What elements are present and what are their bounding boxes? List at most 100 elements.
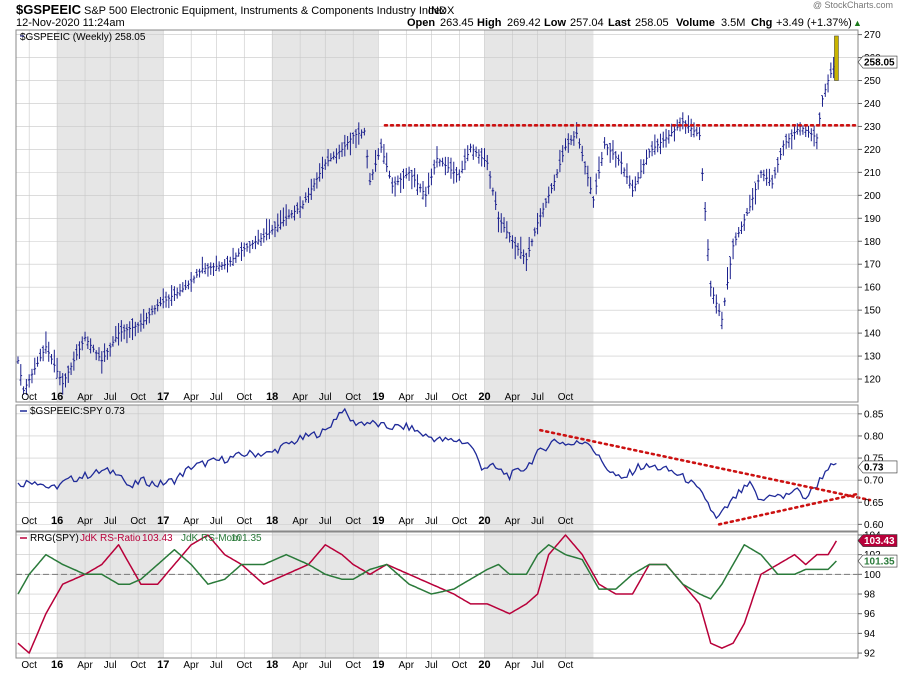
ohlc-bar xyxy=(536,212,539,235)
ohlc-bar xyxy=(620,151,623,175)
ohlc-bar xyxy=(173,286,176,301)
ohlc-bar xyxy=(407,166,411,181)
ohlc-bar xyxy=(128,321,132,338)
ohlc-bar xyxy=(522,249,525,265)
ohlc-bar xyxy=(164,291,168,308)
ohlc-bar xyxy=(178,283,182,297)
ohlc-bar xyxy=(245,242,249,252)
x-tick-label: Oct xyxy=(21,660,37,671)
ohlc-bar xyxy=(120,320,123,342)
ohlc-bar xyxy=(117,323,120,346)
x-tick-label: Jul xyxy=(104,516,117,527)
ohlc-bar xyxy=(770,174,774,189)
x-tick-label: Oct xyxy=(236,516,252,527)
ohlc-bar xyxy=(25,378,28,396)
ohlc-bar xyxy=(416,174,419,196)
x-tick-label: Apr xyxy=(292,516,308,527)
ohlc-bar xyxy=(821,95,824,107)
y-tick-label: 180 xyxy=(864,237,881,248)
x-tick-label: Oct xyxy=(452,660,468,671)
ohlc-bar xyxy=(111,336,115,347)
ohlc-bar xyxy=(703,202,707,221)
ohlc-bar xyxy=(491,187,495,196)
ohlc-bar xyxy=(782,140,785,156)
ohlc-bar xyxy=(61,373,64,395)
ohlc-bar xyxy=(396,175,400,186)
ohlc-bar xyxy=(94,350,98,361)
x-tick-label: Oct xyxy=(130,392,146,403)
ohlc-bar xyxy=(240,242,243,261)
ohlc-bar xyxy=(502,217,506,233)
ohlc-bar xyxy=(349,132,352,156)
stats-row: Open 263.45 High 269.42 Low 257.04 Last … xyxy=(407,17,862,29)
ohlc-bar xyxy=(661,131,665,148)
ohlc-bar xyxy=(131,318,134,341)
ohlc-bar xyxy=(388,170,391,179)
x-tick-label: Oct xyxy=(452,392,468,403)
x-tick-label: 18 xyxy=(266,659,278,671)
x-tick-label: Oct xyxy=(345,660,361,671)
ohlc-bar xyxy=(497,211,500,233)
ohlc-bar xyxy=(701,168,704,182)
x-tick-label: Jul xyxy=(319,660,332,671)
ohlc-bar xyxy=(712,287,715,304)
ohlc-bar xyxy=(729,256,732,280)
ohlc-bar xyxy=(748,194,752,214)
ohlc-bar xyxy=(829,62,833,78)
ohlc-bar xyxy=(639,159,643,179)
y-tick-label: 130 xyxy=(864,352,881,363)
ohlc-bar xyxy=(189,272,193,292)
x-tick-label: Jul xyxy=(425,660,438,671)
ohlc-bar xyxy=(80,336,84,351)
ohlc-bar xyxy=(449,157,453,179)
ohlc-bar xyxy=(787,133,791,148)
ohlc-bar xyxy=(513,236,517,260)
ohlc-bar xyxy=(790,129,794,150)
ratio-trendline xyxy=(717,493,858,526)
ohlc-bar xyxy=(156,299,159,312)
ohlc-bar xyxy=(572,131,576,146)
ohlc-bar xyxy=(64,373,67,388)
y-tick-label: 100 xyxy=(864,570,881,581)
ohlc-bar xyxy=(251,239,254,249)
ohlc-bar xyxy=(452,161,456,184)
ohlc-bar xyxy=(687,115,690,134)
ohlc-bar xyxy=(720,311,724,330)
ohlc-bar xyxy=(92,344,95,353)
ohlc-bar xyxy=(812,125,816,147)
ohlc-bar xyxy=(195,268,199,278)
ohlc-bar xyxy=(723,297,727,306)
x-tick-label: Oct xyxy=(130,516,146,527)
x-tick-label: Oct xyxy=(558,392,574,403)
y-tick-label: 210 xyxy=(864,168,881,179)
ohlc-bar xyxy=(555,169,559,179)
ohlc-bar xyxy=(114,325,118,343)
ohlc-bar xyxy=(463,148,467,171)
ohlc-bar xyxy=(474,146,478,157)
x-tick-label: Apr xyxy=(398,660,414,671)
ohlc-bar xyxy=(234,252,238,263)
ohlc-bar xyxy=(754,181,757,205)
ohlc-bar xyxy=(823,83,827,97)
x-tick-label: Apr xyxy=(292,660,308,671)
x-tick-label: Oct xyxy=(236,660,252,671)
ohlc-bar xyxy=(499,213,503,233)
ohlc-bar xyxy=(248,241,252,254)
ohlc-bar xyxy=(430,168,433,186)
ohlc-bar xyxy=(458,169,461,181)
y-tick-label: 0.75 xyxy=(864,454,884,465)
ohlc-bar xyxy=(606,143,609,156)
x-tick-label: 17 xyxy=(157,515,169,527)
x-tick-label: 18 xyxy=(266,515,278,527)
ohlc-bar xyxy=(731,238,735,260)
ohlc-bar xyxy=(670,123,673,137)
ohlc-bar xyxy=(441,157,444,167)
rs-mom-line xyxy=(17,544,837,600)
x-tick-label: Jul xyxy=(319,516,332,527)
price-last-value-label-box xyxy=(857,55,898,69)
rrg-legend: RRG(SPY) JdK RS-Ratio 103.43 JdK RS-Mom … xyxy=(30,533,262,544)
x-tick-label: Apr xyxy=(398,516,414,527)
ohlc-bar xyxy=(198,268,201,278)
x-tick-label: Jul xyxy=(319,392,332,403)
